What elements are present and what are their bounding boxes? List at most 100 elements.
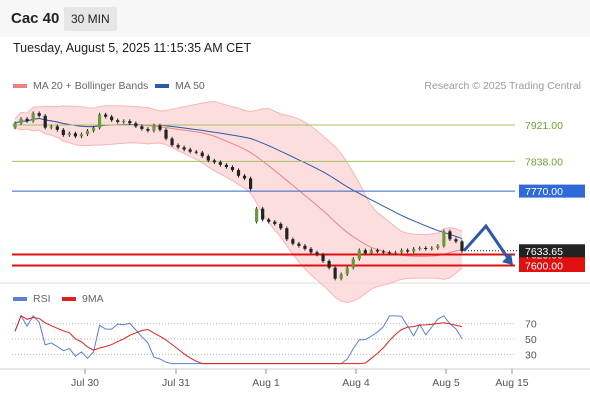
candle-body — [255, 208, 259, 222]
legend-9ma: 9MA — [62, 293, 104, 305]
candle-body — [430, 247, 434, 249]
candle-body — [212, 160, 216, 163]
candle-body — [134, 123, 138, 127]
time-label: Aug 15 — [495, 377, 528, 389]
candle-body — [104, 114, 108, 117]
candle-body — [399, 250, 404, 253]
candle-body — [116, 120, 120, 122]
candle-body — [140, 126, 144, 129]
candle-body — [327, 261, 331, 268]
candle-body — [110, 116, 114, 121]
candle-body — [369, 250, 373, 254]
candle-body — [393, 252, 398, 254]
symbol-title: Cac 40 — [11, 10, 60, 27]
level-label-bg-7600.00 — [519, 258, 585, 272]
bollinger-lower — [14, 127, 463, 303]
level-label-7921.00: 7921.00 — [525, 120, 563, 132]
candle-body — [236, 170, 241, 176]
bollinger-swatch — [13, 84, 27, 89]
ma50-line — [14, 117, 463, 240]
candle-body — [176, 145, 180, 148]
forecast-arrowhead — [502, 253, 513, 266]
level-label-7838.00: 7838.00 — [525, 156, 563, 168]
candle-body — [170, 138, 174, 146]
candle-body — [19, 118, 23, 124]
bollinger-upper — [14, 100, 463, 235]
time-label: Jul 31 — [162, 377, 190, 389]
candle-body — [279, 223, 283, 229]
legend-rsi: RSI — [13, 293, 51, 305]
candle-body — [387, 252, 392, 254]
current-price-label: 7633.65 — [525, 246, 563, 258]
bollinger-band — [15, 101, 462, 303]
candle-body — [122, 121, 126, 123]
time-label: Aug 1 — [252, 377, 280, 389]
current-price-bg — [519, 244, 585, 258]
candle-body — [13, 123, 17, 128]
candle-body — [164, 129, 168, 139]
forecast-arrow — [462, 223, 512, 262]
candle-body — [79, 134, 84, 137]
candle-body — [224, 164, 229, 168]
candle-body — [158, 125, 162, 130]
legend-bollinger: MA 20 + Bollinger Bands — [13, 80, 148, 92]
candle-body — [85, 130, 90, 135]
candle-body — [152, 125, 156, 131]
candle-body — [418, 247, 422, 249]
candle-body — [31, 113, 35, 122]
candle-body — [363, 250, 367, 254]
candle-body — [351, 258, 355, 268]
candle-body — [261, 208, 265, 220]
legend-rsi-label: RSI — [33, 293, 51, 305]
candle-body — [442, 231, 446, 246]
rsi-level-label: 50 — [525, 334, 537, 346]
candle-body — [91, 127, 96, 131]
legend-ma50: MA 50 — [155, 80, 205, 92]
level-label-bg-7770.00 — [519, 184, 585, 198]
candle-body — [406, 250, 410, 252]
copyright: Research © 2025 Trading Central — [424, 80, 581, 92]
candle-body — [182, 147, 186, 150]
rsi-swatch — [13, 297, 27, 302]
rsi-line — [14, 314, 463, 365]
candle-body — [273, 221, 277, 224]
legend-bollinger-label: MA 20 + Bollinger Bands — [33, 80, 149, 92]
candle-body — [375, 250, 380, 252]
candle-body — [25, 118, 29, 122]
candle-body — [309, 248, 313, 253]
candle-body — [303, 245, 307, 249]
rsi-level-label: 70 — [525, 319, 537, 331]
candle-body — [188, 149, 192, 152]
candle-body — [73, 133, 78, 137]
level-label-7770.00: 7770.00 — [525, 186, 563, 198]
candle-body — [97, 114, 102, 128]
time-label: Jul 30 — [71, 377, 99, 389]
candle-body — [248, 178, 253, 189]
candle-body — [297, 243, 301, 246]
candle-body — [460, 241, 464, 252]
candle-body — [49, 126, 53, 128]
candle-body — [291, 239, 295, 244]
time-label: Aug 4 — [342, 377, 370, 389]
candle-body — [339, 274, 343, 279]
ma9-swatch — [62, 297, 76, 302]
ma50-swatch — [155, 84, 169, 89]
candle-body — [67, 133, 71, 136]
candle-body — [448, 231, 452, 240]
legend-9ma-label: 9MA — [82, 293, 104, 305]
candle-body — [267, 219, 271, 222]
candle-body — [200, 152, 204, 157]
candle-body — [242, 175, 247, 179]
candle-body — [285, 228, 289, 240]
candle-body — [218, 162, 222, 165]
candle-body — [43, 115, 47, 128]
legend-ma50-label: MA 50 — [175, 80, 205, 92]
candle-body — [230, 167, 235, 171]
timeframe-button[interactable]: 30 MIN — [64, 7, 117, 31]
candle-body — [315, 252, 319, 255]
rsi-level-label: 30 — [525, 349, 537, 361]
candle-body — [128, 121, 132, 124]
chart-header: Cac 40 30 MIN — [0, 0, 590, 37]
candle-body — [357, 250, 361, 259]
